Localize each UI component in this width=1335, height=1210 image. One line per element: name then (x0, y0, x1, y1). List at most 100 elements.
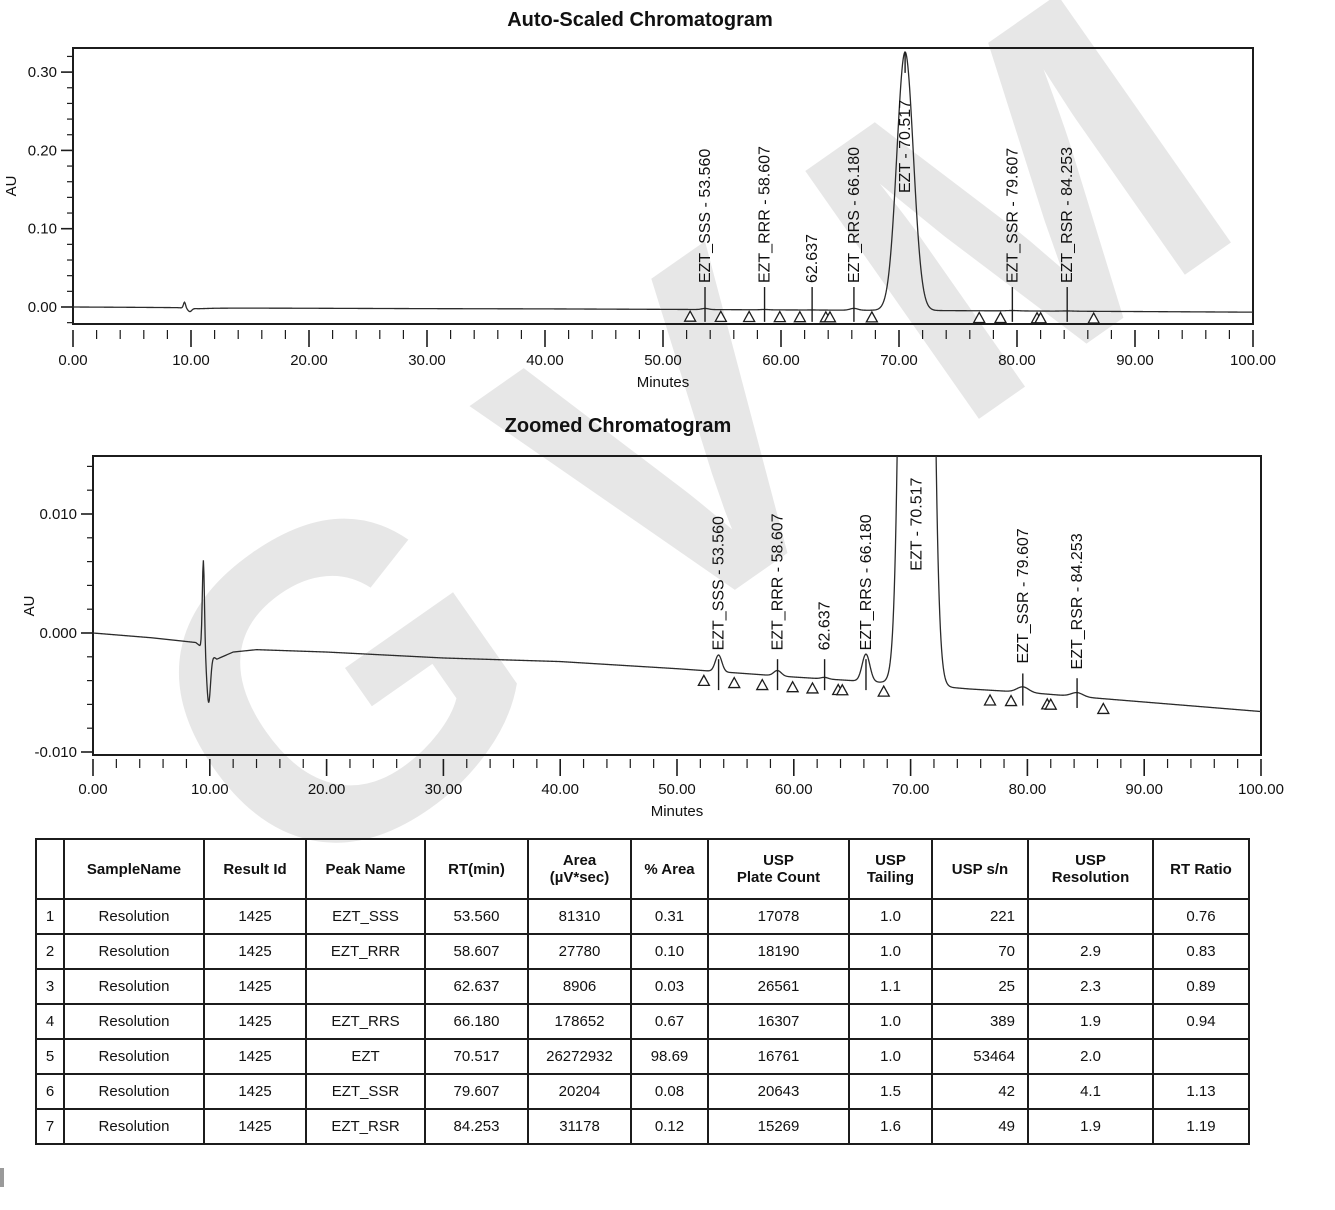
table-cell: 0.08 (630, 1073, 709, 1110)
table-cell: 81310 (527, 898, 632, 935)
peak-label: EZT_SSS - 53.560 (697, 149, 714, 283)
x-axis-label-minutes: Minutes (637, 374, 690, 391)
table-cell: 0.76 (1152, 898, 1250, 935)
x-axis-tick-label: 90.00 (1125, 781, 1163, 798)
table-cell: 221 (931, 898, 1029, 935)
chart-title: Auto-Scaled Chromatogram (507, 9, 773, 31)
peak-results-table: SampleName Result Id Peak Name RT(min) Area … (35, 838, 1250, 1145)
table-header-cell: % Area (630, 838, 709, 900)
integration-marker-triangle (742, 310, 756, 323)
row-number-cell: 7 (35, 1108, 65, 1145)
integration-marker-triangle (755, 678, 769, 691)
y-axis-tick-label: 0.20 (28, 142, 57, 159)
x-axis-tick-label: 80.00 (1009, 781, 1047, 798)
table-cell: 1425 (203, 898, 307, 935)
table-cell: 84.253 (424, 1108, 529, 1145)
table-cell: 31178 (527, 1108, 632, 1145)
table-cell: 1425 (203, 1003, 307, 1040)
table-cell: Resolution (63, 898, 205, 935)
table-cell: 70.517 (424, 1038, 529, 1075)
y-axis-tick-label: 0.30 (28, 64, 57, 81)
table-header-cell (35, 838, 65, 900)
x-axis-tick-label: 80.00 (998, 352, 1036, 369)
x-axis-tick-label: 90.00 (1116, 352, 1154, 369)
integration-marker-triangle (835, 683, 849, 696)
table-header-cell: RT(min) (424, 838, 529, 900)
table-header-cell: Result Id (203, 838, 307, 900)
table-cell: 79.607 (424, 1073, 529, 1110)
plot-border (92, 455, 1262, 756)
table-cell: 53.560 (424, 898, 529, 935)
table-cell: 26272932 (527, 1038, 632, 1075)
row-number-cell: 6 (35, 1073, 65, 1110)
table-header-cell: USP s/n (931, 838, 1029, 900)
table-cell: 1.19 (1152, 1108, 1250, 1145)
integration-marker-triangle (823, 310, 837, 323)
table-cell: 49 (931, 1108, 1029, 1145)
table-cell (305, 968, 426, 1005)
table-header-cell: Area (µV*sec) (527, 838, 632, 900)
table-cell: 178652 (527, 1003, 632, 1040)
table-cell: Resolution (63, 933, 205, 970)
table-cell: Resolution (63, 1038, 205, 1075)
x-axis-tick-label: 0.00 (78, 781, 107, 798)
y-axis-tick-label: 0.010 (39, 506, 77, 523)
x-axis-tick-label: 60.00 (762, 352, 800, 369)
table-cell: 0.31 (630, 898, 709, 935)
integration-marker-triangle (805, 681, 820, 694)
table-cell: 42 (931, 1073, 1029, 1110)
table-header-cell: RT Ratio (1152, 838, 1250, 900)
table-row: 1 Resolution 1425 EZT_SSS 53.560 81310 0.31 170… (35, 898, 1250, 935)
table-cell: 66.180 (424, 1003, 529, 1040)
x-axis-tick-label: 40.00 (541, 781, 579, 798)
table-cell: Resolution (63, 1003, 205, 1040)
table-cell: 62.637 (424, 968, 529, 1005)
scan-artifact-mark (0, 1168, 4, 1187)
table-cell: 0.94 (1152, 1003, 1250, 1040)
table-cell: EZT_RSR (305, 1108, 426, 1145)
table-cell: 1.0 (848, 1003, 933, 1040)
peak-label: 62.637 (817, 601, 834, 650)
peak-results-table-container: SampleName Result Id Peak Name RT(min) Area … (35, 838, 1250, 1145)
table-cell: EZT (305, 1038, 426, 1075)
chromatogram-curve (93, 456, 1261, 713)
table-header-cell: USP Plate Count (707, 838, 850, 900)
peak-label: EZT - 70.517 (897, 100, 914, 193)
integration-marker-triangle (993, 311, 1008, 324)
table-row: 4 Resolution 1425 EZT_RRS 66.180 178652 0.67 16… (35, 1003, 1250, 1040)
table-cell (1027, 898, 1154, 935)
y-axis-label-au: AU (3, 176, 20, 197)
table-cell: 1.0 (848, 898, 933, 935)
x-axis-tick-label: 50.00 (658, 781, 696, 798)
table-header-cell: USP Resolution (1027, 838, 1154, 900)
table-cell: EZT_SSS (305, 898, 426, 935)
auto-scaled-chromatogram-chart: Auto-Scaled Chromatogram AU Minutes 0.00 10.… (3, 9, 1276, 391)
x-axis-tick-label: 20.00 (290, 352, 328, 369)
y-axis-tick-label: -0.010 (34, 744, 77, 761)
table-header-cell: SampleName (63, 838, 205, 900)
table-cell: 4.1 (1027, 1073, 1154, 1110)
table-cell: 17078 (707, 898, 850, 935)
plot-border (72, 47, 1254, 325)
y-axis-tick-label: 0.00 (28, 299, 57, 316)
table-cell: 0.03 (630, 968, 709, 1005)
table-cell: EZT_SSR (305, 1073, 426, 1110)
chromatogram-curve (73, 51, 1253, 313)
table-row: 2 Resolution 1425 EZT_RRR 58.607 27780 0.10 181… (35, 933, 1250, 970)
table-cell: 0.12 (630, 1108, 709, 1145)
table-cell: 2.0 (1027, 1038, 1154, 1075)
x-axis-tick-label: 20.00 (308, 781, 346, 798)
table-cell: 8906 (527, 968, 632, 1005)
integration-marker-triangle (1044, 697, 1058, 710)
table-cell: 98.69 (630, 1038, 709, 1075)
x-axis-tick-label: 30.00 (425, 781, 463, 798)
peak-label: EZT_RRR - 58.607 (757, 146, 774, 283)
table-cell: 1.1 (848, 968, 933, 1005)
y-axis-tick-label: 0.000 (39, 625, 77, 642)
table-cell: 70 (931, 933, 1029, 970)
table-head: SampleName Result Id Peak Name RT(min) Area … (35, 838, 1250, 900)
table-cell (1152, 1038, 1250, 1075)
table-cell: 16761 (707, 1038, 850, 1075)
table-cell: Resolution (63, 1108, 205, 1145)
table-cell: 1.5 (848, 1073, 933, 1110)
